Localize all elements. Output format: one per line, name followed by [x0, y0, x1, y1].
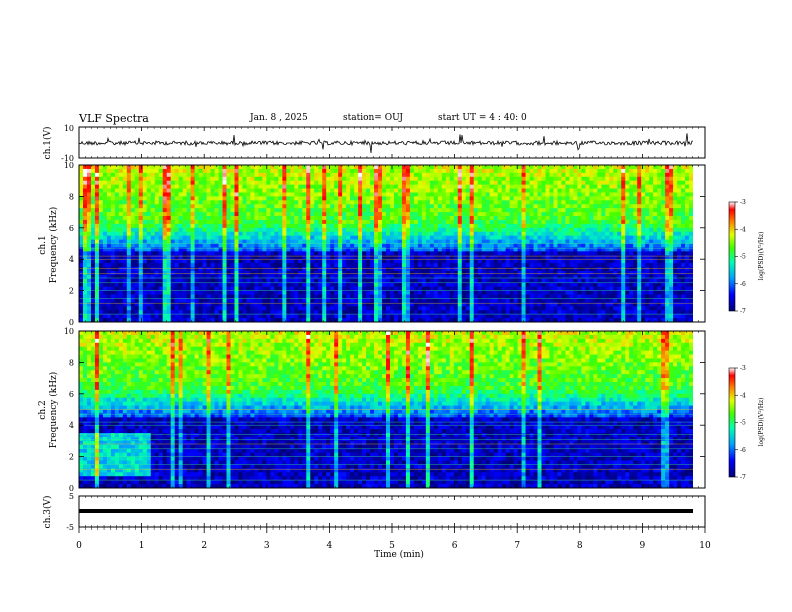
x-tick-label: 2 [201, 541, 207, 551]
ch2-spec-ylabel-freq: Frequency (kHz) [48, 372, 59, 449]
x-tick-label: 4 [327, 541, 333, 551]
ch3-wave-tick-bottom: -5 [66, 523, 74, 532]
x-tick-label: 1 [139, 541, 145, 551]
ch3-wave-ylabel: ch.3(V) [42, 496, 53, 529]
ch1-spec-ylabel-freq: Frequency (kHz) [48, 207, 59, 284]
colorbar-1-label: log(PSD)(V²/Hz) [758, 232, 765, 281]
spec2-ticks-tick-label: 8 [69, 358, 74, 367]
spec1-ticks-tick-label: 8 [69, 192, 74, 201]
ch1-spec-ylabel-channel: ch.1 [38, 235, 48, 254]
colorbar-tick-label: -4 [740, 226, 746, 233]
date-label: Jan. 8 , 2025 [250, 113, 308, 123]
spec1-ticks-tick-label: 10 [64, 161, 74, 170]
colorbar-tick-label: -3 [740, 365, 746, 372]
start-time-label: start UT = 4 : 40: 0 [438, 113, 527, 123]
x-axis: 0 1 2 3 4 5 6 7 8 9 10 Time (min) [76, 127, 711, 560]
colorbar-1: -3 -4 -5 -6 -7 log(PSD)(V²/Hz) [728, 199, 765, 315]
colorbar-tick-label: -7 [740, 474, 746, 481]
colorbar-tick-label: -5 [740, 254, 746, 261]
x-tick-label: 10 [699, 541, 711, 551]
x-tick-label: 9 [640, 541, 646, 551]
spec1-ticks-tick-label: 2 [69, 287, 74, 296]
spec2-ticks-tick-label: 2 [69, 453, 74, 462]
spec2-ticks-tick-label: 10 [64, 327, 74, 336]
ch1-waveform-panel: ch.1(V) 10 -10 [42, 124, 706, 163]
ch1-wave-ylabel: ch.1(V) [42, 127, 53, 160]
chart-title: VLF Spectra [79, 112, 149, 125]
colorbar-tick-label: -6 [740, 281, 746, 288]
colorbar-tick-label: -3 [740, 199, 746, 206]
colorbar-tick-label: -7 [740, 308, 746, 315]
colorbar-tick-label: -4 [740, 392, 746, 399]
x-tick-label: 0 [76, 541, 82, 551]
ch2-spec-ylabel-channel: ch.2 [38, 400, 48, 419]
colorbar-tick-label: -5 [740, 420, 746, 427]
spec2-ticks-tick-label: 6 [69, 390, 74, 399]
ch2-spectrogram-panel: ch.2 Frequency (kHz) 0 2 4 6 8 10 [38, 327, 706, 493]
ch3-waveform-panel: ch.3(V) 5 -5 [42, 492, 706, 532]
spec1-ticks-tick-label: 4 [69, 255, 74, 264]
x-tick-label: 7 [514, 541, 520, 551]
ch3-trace [79, 509, 693, 513]
x-tick-label: 6 [452, 541, 458, 551]
ch1-wave-tick-bottom: -10 [61, 154, 74, 163]
x-tick-label: 5 [389, 541, 395, 551]
spec2-ticks-tick-label: 4 [69, 421, 74, 430]
spec2-ticks-tick-label: 0 [69, 484, 74, 493]
spec1-ticks-tick-label: 6 [69, 224, 74, 233]
colorbar-tick-label: -6 [740, 447, 746, 454]
colorbar-2-label: log(PSD)(V²/Hz) [758, 398, 765, 447]
ch1-spectrogram-panel: ch.1 Frequency (kHz) 0 2 4 6 8 10 [38, 161, 706, 327]
ch1-trace [78, 133, 693, 154]
colorbar-2: -3 -4 -5 -6 -7 log(PSD)(V²/Hz) [728, 365, 765, 481]
x-tick-label: 8 [577, 541, 583, 551]
x-tick-label: 3 [264, 541, 270, 551]
ch3-wave-tick-top: 5 [69, 492, 74, 501]
ch1-wave-tick-top: 10 [64, 124, 74, 133]
x-axis-label: Time (min) [374, 549, 424, 560]
spec1-ticks-tick-label: 0 [69, 318, 74, 327]
station-label: station= OUJ [343, 113, 404, 123]
